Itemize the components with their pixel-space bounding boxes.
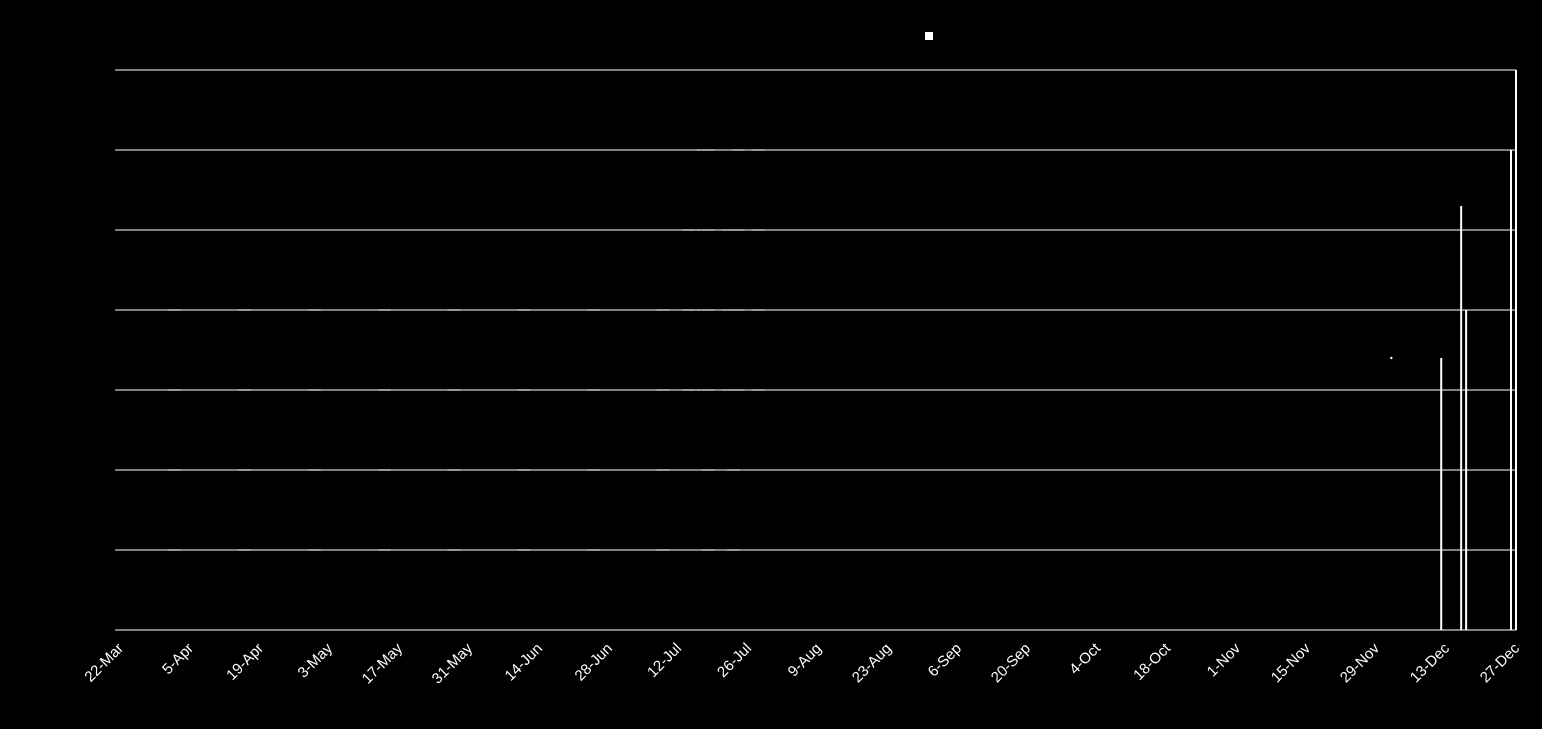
timeseries-chart — [0, 0, 1542, 729]
